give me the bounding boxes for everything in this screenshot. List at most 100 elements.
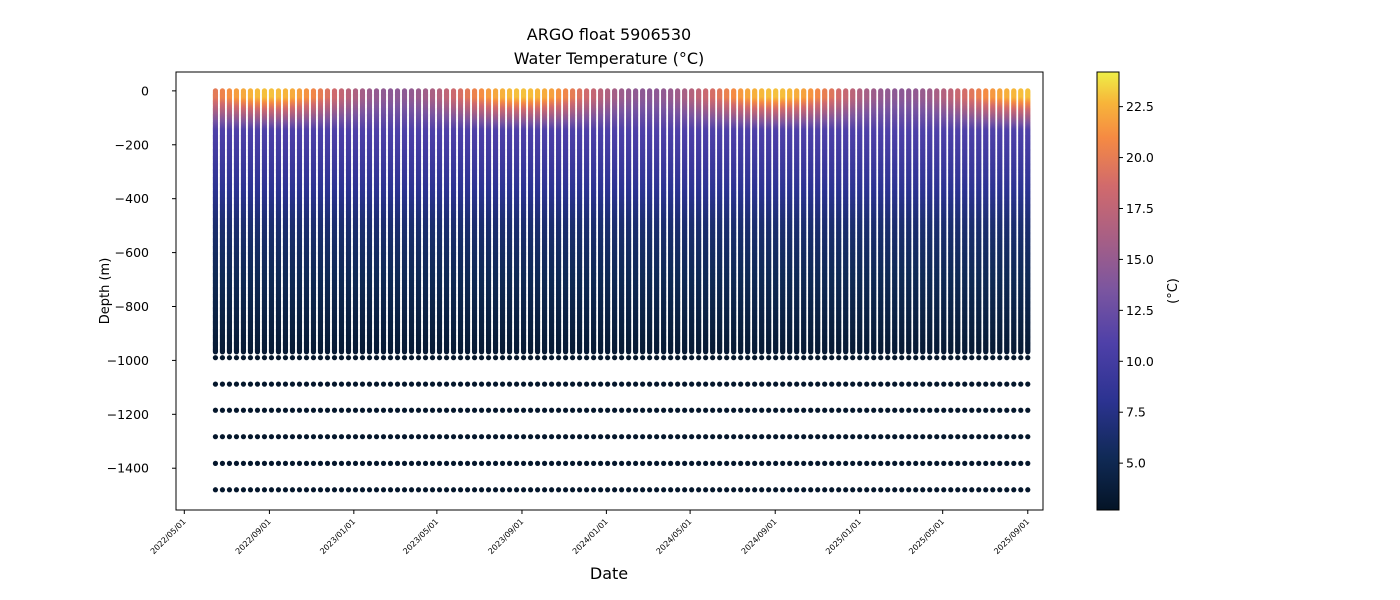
temperature-point-deep (212, 487, 219, 493)
temperature-point-deep (303, 355, 310, 361)
temperature-point-deep (331, 460, 338, 466)
temperature-point (219, 349, 226, 355)
temperature-point-deep (338, 487, 345, 493)
temperature-point (296, 349, 303, 355)
temperature-point-deep (233, 460, 240, 466)
temperature-point-deep (275, 487, 282, 493)
temperature-point-deep (310, 434, 317, 440)
profile-17 (324, 88, 331, 493)
temperature-point (310, 349, 317, 355)
temperature-point-deep (219, 460, 226, 466)
temperature-point (345, 349, 352, 355)
profile-16 (317, 88, 324, 493)
chart-title-line2: Water Temperature (°C) (514, 49, 704, 68)
temperature-point-deep (310, 487, 317, 493)
temperature-point-deep (226, 381, 233, 387)
temperature-point-deep (247, 407, 254, 413)
temperature-point-deep (324, 355, 331, 361)
profile-13 (296, 88, 303, 493)
temperature-point-deep (331, 434, 338, 440)
temperature-point-deep (247, 355, 254, 361)
temperature-point-deep (240, 487, 247, 493)
profile-7 (254, 88, 261, 493)
temperature-point-deep (254, 487, 261, 493)
temperature-point-deep (254, 460, 261, 466)
plot-area (212, 88, 1031, 493)
temperature-point (282, 349, 289, 355)
temperature-point-deep (345, 355, 352, 361)
profile-2 (219, 88, 226, 493)
temperature-point-deep (219, 434, 226, 440)
temperature-point-deep (303, 487, 310, 493)
temperature-point-deep (247, 434, 254, 440)
temperature-point-deep (317, 381, 324, 387)
temperature-point-deep (261, 460, 268, 466)
profile-12 (289, 88, 296, 493)
temperature-point-deep (212, 407, 219, 413)
temperature-point-deep (324, 434, 331, 440)
temperature-point-deep (219, 355, 226, 361)
temperature-point-deep (268, 460, 275, 466)
temperature-point-deep (303, 434, 310, 440)
temperature-point (212, 349, 219, 355)
temperature-point-deep (338, 355, 345, 361)
profile-11 (282, 88, 289, 493)
temperature-point (303, 349, 310, 355)
temperature-point-deep (331, 407, 338, 413)
temperature-point-deep (317, 407, 324, 413)
temperature-point-deep (310, 381, 317, 387)
temperature-point-deep (240, 381, 247, 387)
temperature-point-deep (282, 407, 289, 413)
temperature-point-deep (268, 407, 275, 413)
temperature-point-deep (289, 355, 296, 361)
temperature-point-deep (345, 381, 352, 387)
temperature-point-deep (219, 487, 226, 493)
temperature-point-deep (310, 355, 317, 361)
temperature-point (247, 349, 254, 355)
temperature-point-deep (324, 487, 331, 493)
temperature-point-deep (324, 381, 331, 387)
temperature-point-deep (275, 381, 282, 387)
temperature-point-deep (233, 407, 240, 413)
temperature-point (261, 349, 268, 355)
profile-20 (345, 88, 352, 493)
temperature-point-deep (247, 460, 254, 466)
temperature-point (317, 349, 324, 355)
temperature-point-deep (282, 434, 289, 440)
profile-15 (310, 88, 317, 493)
profile-1 (212, 88, 219, 493)
profile-10 (275, 88, 282, 493)
temperature-point (289, 349, 296, 355)
profile-4 (233, 88, 240, 493)
temperature-point-deep (296, 487, 303, 493)
temperature-point-deep (296, 381, 303, 387)
temperature-point-deep (254, 407, 261, 413)
temperature-point-deep (282, 355, 289, 361)
temperature-point-deep (331, 355, 338, 361)
temperature-point-deep (219, 381, 226, 387)
temperature-point-deep (303, 381, 310, 387)
temperature-point-deep (219, 407, 226, 413)
temperature-point-deep (282, 487, 289, 493)
temperature-point (275, 349, 282, 355)
temperature-point-deep (303, 407, 310, 413)
temperature-point-deep (324, 460, 331, 466)
temperature-point-deep (338, 407, 345, 413)
temperature-point-deep (212, 355, 219, 361)
temperature-point-deep (261, 407, 268, 413)
profile-3 (226, 88, 233, 493)
temperature-point-deep (310, 407, 317, 413)
temperature-point-deep (261, 381, 268, 387)
temperature-point-deep (317, 487, 324, 493)
temperature-point-deep (226, 460, 233, 466)
temperature-point (254, 349, 261, 355)
temperature-point-deep (275, 355, 282, 361)
temperature-point-deep (254, 434, 261, 440)
temperature-point-deep (233, 381, 240, 387)
temperature-point (233, 349, 240, 355)
profile-19 (338, 88, 345, 493)
temperature-point-deep (240, 460, 247, 466)
temperature-point-deep (226, 434, 233, 440)
temperature-point-deep (261, 487, 268, 493)
